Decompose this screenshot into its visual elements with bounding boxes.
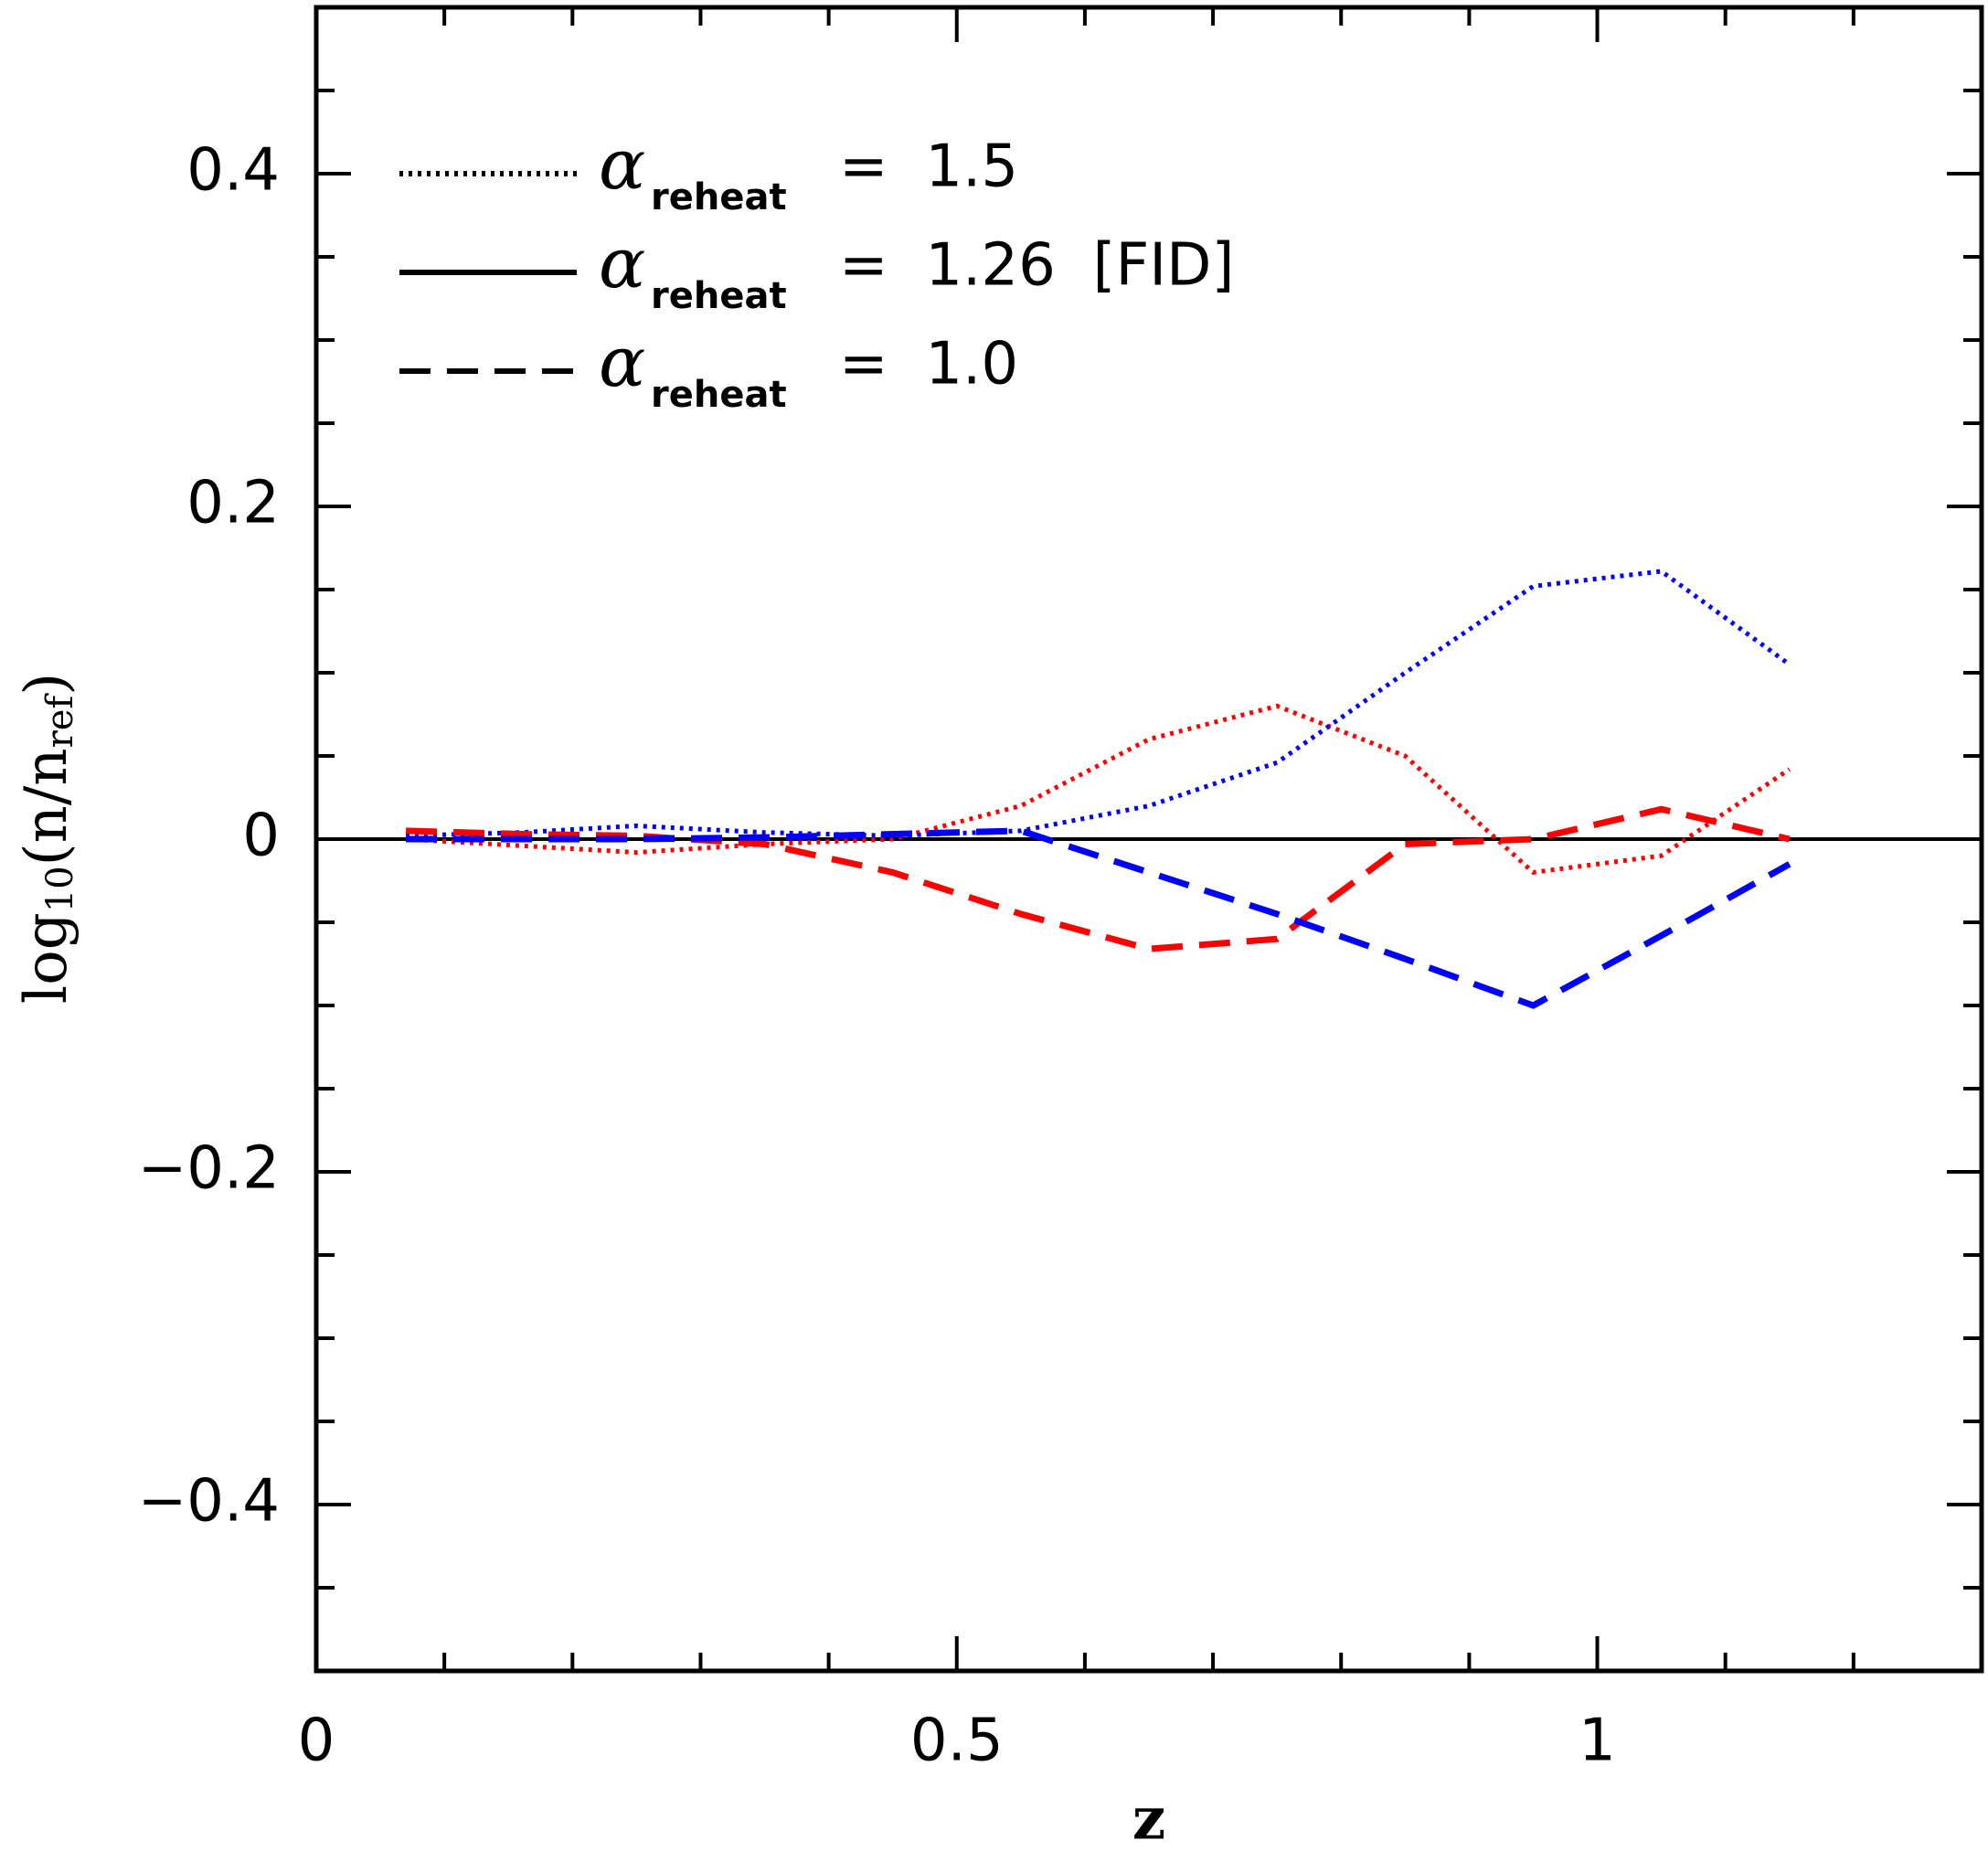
data-line xyxy=(405,703,1791,876)
y-tick-label: −0.2 xyxy=(138,1135,280,1203)
y-axis-label-part: ) xyxy=(13,673,80,696)
x-axis-label: z xyxy=(1132,1785,1165,1851)
data-line xyxy=(406,569,1791,838)
y-axis-label-part: log xyxy=(13,912,80,1004)
y-axis-label-part: (n/n xyxy=(13,748,80,866)
legend-symbol: α xyxy=(599,222,645,303)
data-line xyxy=(406,805,1791,952)
y-tick-label: 0 xyxy=(242,803,280,870)
legend-text: = 1.0 xyxy=(839,331,1018,399)
x-tick-label: 0.5 xyxy=(910,1707,1004,1775)
y-tick-label: −0.4 xyxy=(138,1468,280,1536)
legend-text: = 1.5 xyxy=(839,133,1018,201)
legend-text: = 1.26 [FID] xyxy=(839,232,1234,300)
y-tick-label: 0.2 xyxy=(186,470,280,537)
x-tick-label: 1 xyxy=(1579,1707,1616,1775)
y-axis-label-part: 10 xyxy=(39,866,81,912)
y-axis-label: log10(n/nref) xyxy=(13,673,82,1004)
data-line xyxy=(406,827,1791,1009)
x-tick-label: 0 xyxy=(298,1707,335,1775)
legend-subscript: reheat xyxy=(651,176,787,218)
y-tick-label: 0.4 xyxy=(186,137,280,205)
legend-subscript: reheat xyxy=(651,275,787,317)
y-axis-label-part: ref xyxy=(39,693,81,749)
legend-symbol: α xyxy=(599,321,645,402)
legend-symbol: α xyxy=(599,123,645,205)
legend-subscript: reheat xyxy=(651,374,787,416)
